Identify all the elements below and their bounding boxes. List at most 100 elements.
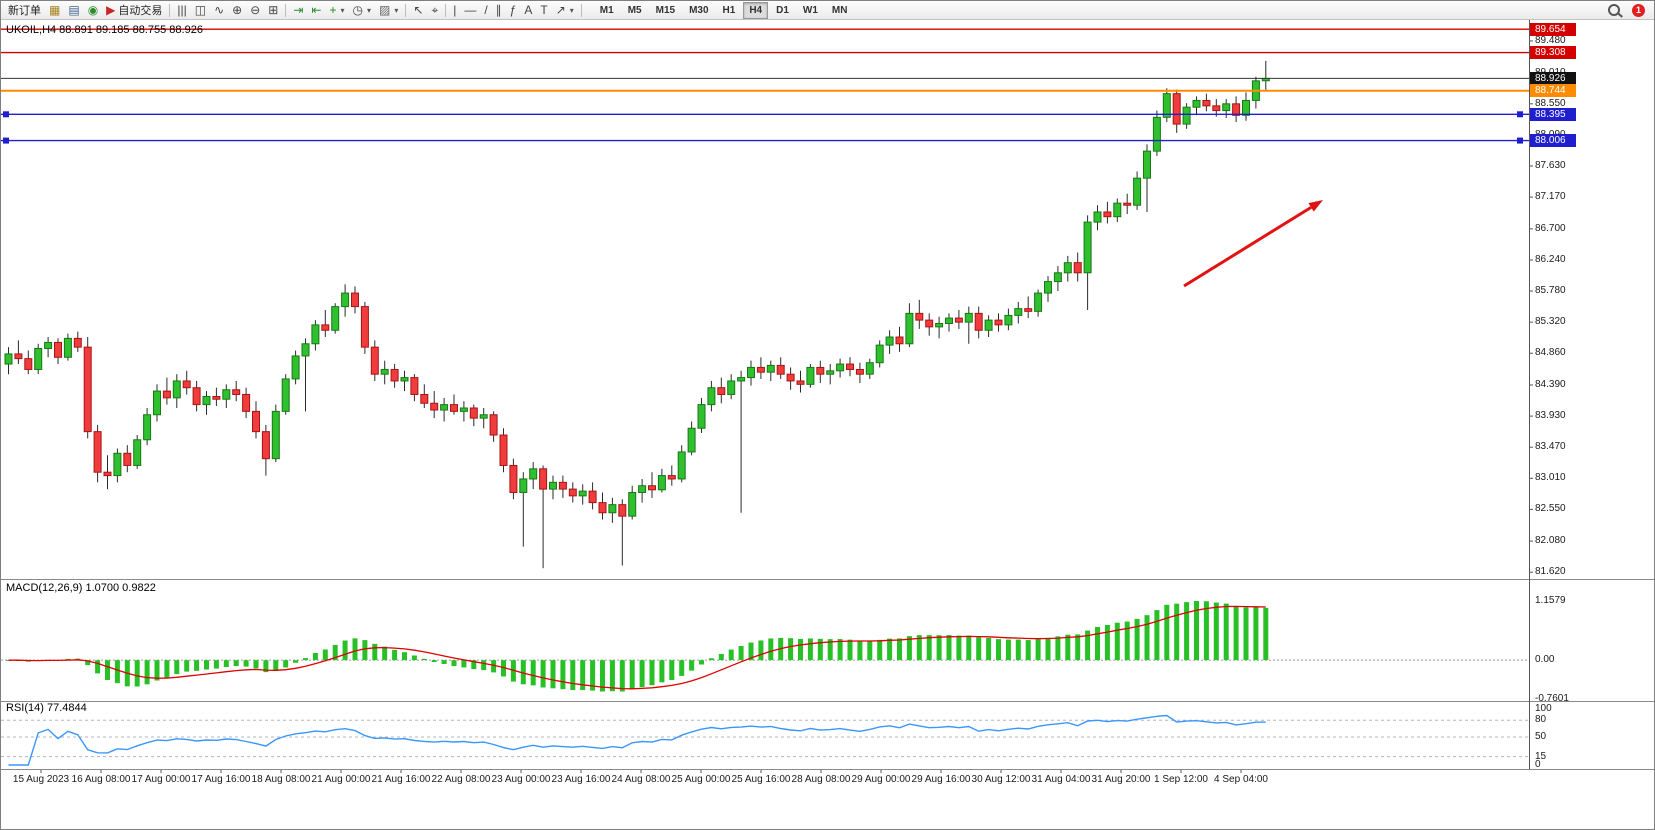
- toolbar-separator: [169, 3, 171, 17]
- macd-bar: [837, 639, 843, 661]
- tile-windows-button[interactable]: ⊞: [264, 2, 282, 19]
- vertical-line-icon: |: [453, 2, 457, 17]
- trendline-button[interactable]: /: [480, 2, 491, 19]
- refresh-button[interactable]: ◉: [84, 2, 102, 19]
- chart-shift-button[interactable]: ⇤: [307, 2, 325, 19]
- auto-scroll-button[interactable]: ⇥: [289, 2, 307, 19]
- macd-bar: [560, 660, 566, 690]
- macd-bar: [807, 638, 813, 661]
- candle-body: [648, 485, 656, 491]
- candle-body: [727, 380, 736, 395]
- profiles-button[interactable]: ▤: [64, 2, 83, 19]
- timeframe-h1-button[interactable]: H1: [722, 4, 736, 16]
- cursor-button[interactable]: ↖: [409, 2, 427, 19]
- time-axis-label: 24 Aug 08:00: [611, 774, 671, 785]
- candle-body: [44, 341, 53, 350]
- time-axis-label: 17 Aug 00:00: [131, 774, 191, 785]
- bar-chart-button[interactable]: |||: [173, 2, 190, 19]
- macd-bar: [1144, 615, 1150, 661]
- candle-body: [1242, 99, 1250, 116]
- price-axis-value: 82.080: [1535, 535, 1566, 547]
- arrows-icon: ↗: [555, 2, 566, 17]
- text-label-button[interactable]: T: [536, 2, 551, 19]
- zoom-out-button[interactable]: ⊖: [246, 2, 264, 19]
- candle-body: [667, 475, 676, 480]
- candle-body: [232, 389, 241, 395]
- candle-body: [430, 402, 439, 411]
- trend-arrow[interactable]: [1183, 206, 1312, 288]
- rsi-line: [8, 714, 1266, 766]
- macd-bar: [649, 660, 655, 686]
- zoom-in-button[interactable]: ⊕: [228, 2, 246, 19]
- timeframe-m1-button[interactable]: M1: [599, 4, 614, 16]
- chevron-down-icon: ▾: [367, 5, 372, 15]
- templates-button[interactable]: ▨ ▾: [375, 2, 402, 19]
- text-button[interactable]: A: [520, 2, 536, 19]
- macd-bar: [718, 653, 724, 661]
- macd-bar: [1184, 602, 1190, 661]
- macd-bar: [1124, 621, 1130, 661]
- new-chart-button[interactable]: ▦: [45, 2, 64, 19]
- vertical-line-button[interactable]: |: [449, 2, 460, 19]
- candle-body: [974, 312, 983, 331]
- crosshair-button[interactable]: ⌖: [427, 2, 442, 19]
- auto-scroll-icon: ⇥: [293, 2, 304, 17]
- bar-chart-icon: |||: [177, 2, 187, 17]
- timeframe-mn-button[interactable]: MN: [831, 4, 848, 16]
- rsi-axis-value: 15: [1535, 750, 1547, 762]
- candle-body: [459, 407, 468, 412]
- support-line-2-handle-left[interactable]: [3, 137, 9, 144]
- timeframe-h4-button[interactable]: H4: [743, 1, 769, 19]
- candle-body: [182, 380, 191, 389]
- toolbar-left-group: 新订单 ▦ ▤ ◉ ▶ 自动交易 ||| ◫ ∿ ⊕ ⊖ ⊞ ⇥ ⇤ + ▾ ◷ ▾ ▨ ▾ ↖ ⌖ | — / ∥ ƒ A T ↗ ▾ M1…: [4, 1, 854, 19]
- macd-axis-value: -0.7601: [1535, 693, 1569, 704]
- channel-button[interactable]: ∥: [492, 2, 506, 19]
- support-line-1-handle-right[interactable]: [1517, 111, 1523, 118]
- rsi-axis-value: 0: [1535, 759, 1541, 770]
- autotrading-button[interactable]: ▶ 自动交易: [102, 2, 166, 19]
- candle-body: [816, 366, 825, 375]
- candle-body: [568, 488, 577, 497]
- timeframe-w1-button[interactable]: W1: [802, 4, 818, 16]
- macd-bar: [570, 660, 576, 691]
- candle-body: [1222, 103, 1231, 112]
- candlestick-chart-button[interactable]: ◫: [191, 2, 210, 19]
- price-axis-value: 84.860: [1535, 347, 1566, 359]
- macd-bar: [966, 635, 972, 661]
- arrows-button[interactable]: ↗ ▾: [552, 2, 578, 19]
- horizontal-line-icon: —: [464, 2, 477, 17]
- candle-body: [499, 434, 508, 466]
- periods-button[interactable]: ◷ ▾: [349, 2, 376, 19]
- indicators-button[interactable]: + ▾: [325, 2, 348, 19]
- candle-body: [707, 387, 716, 406]
- candle-body: [410, 377, 419, 395]
- macd-axis-value: 0.00: [1535, 654, 1555, 666]
- zoom-out-icon: ⊖: [250, 2, 261, 17]
- timeframe-m30-button[interactable]: M30: [689, 4, 709, 16]
- macd-bar: [263, 660, 269, 673]
- macd-bar: [114, 660, 120, 684]
- horizontal-line-button[interactable]: —: [460, 2, 480, 19]
- macd-bar: [1233, 605, 1239, 661]
- candle-body: [153, 390, 161, 416]
- macd-bar: [956, 635, 962, 661]
- candle-body: [1014, 308, 1023, 316]
- current-price-line-tag: 88.926: [1530, 71, 1576, 85]
- timeframe-m15-button[interactable]: M15: [655, 4, 676, 16]
- macd-bar: [293, 660, 299, 663]
- candle-body: [954, 317, 963, 323]
- support-line-2-handle-right[interactable]: [1517, 137, 1523, 144]
- candle-body: [321, 324, 330, 331]
- macd-bar: [1203, 601, 1209, 661]
- timeframe-m5-button[interactable]: M5: [627, 4, 642, 16]
- support-line-1-handle-left[interactable]: [3, 111, 9, 118]
- fibonacci-button[interactable]: ƒ: [506, 2, 521, 19]
- new-order-button[interactable]: 新订单: [4, 2, 45, 19]
- indicators-icon: +: [329, 2, 337, 17]
- line-chart-button[interactable]: ∿: [210, 2, 228, 19]
- timeframe-d1-button[interactable]: D1: [776, 4, 789, 16]
- notification-badge[interactable]: 1: [1632, 3, 1645, 17]
- search-button[interactable]: [1604, 2, 1624, 19]
